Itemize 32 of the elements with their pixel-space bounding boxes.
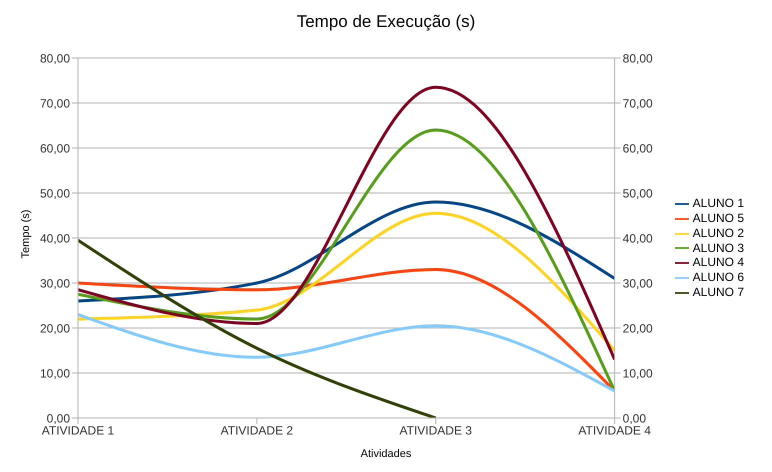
y2-tick-label: 80,00 [622, 51, 653, 66]
x-tick-label: ATIVIDADE 4 [578, 424, 652, 438]
legend-label: ALUNO 4 [692, 255, 744, 270]
y-tick-label: 40,00 [40, 231, 70, 246]
y2-tick-label: 60,00 [622, 141, 653, 156]
legend-label: ALUNO 5 [692, 210, 744, 225]
y-tick-label: 20,00 [40, 321, 70, 336]
y-tick-label: 70,00 [40, 96, 70, 110]
legend-label: ALUNO 2 [692, 226, 744, 240]
y-tick-label: 0,00 [46, 411, 70, 426]
y2-tick-label: 20,00 [622, 321, 653, 336]
legend-label: ALUNO 7 [692, 285, 744, 300]
y-tick-label: 10,00 [40, 366, 70, 380]
chart-title: Tempo de Execução (s) [296, 11, 476, 33]
x-tick-label: ATIVIDADE 1 [42, 424, 115, 438]
y2-tick-label: 10,00 [622, 366, 653, 380]
legend-label: ALUNO 1 [692, 196, 744, 210]
y-tick-label: 30,00 [40, 276, 70, 290]
y-axis-title: Tempo (s) [20, 208, 32, 260]
y-tick-label: 60,00 [40, 141, 70, 156]
legend-label: ALUNO 6 [692, 270, 744, 284]
y2-tick-label: 70,00 [622, 96, 653, 110]
x-tick-label: ATIVIDADE 3 [400, 424, 472, 438]
x-axis-title: Atividades [360, 448, 412, 460]
x-tick-label: ATIVIDADE 2 [220, 424, 294, 438]
y2-tick-label: 50,00 [622, 186, 653, 200]
y2-tick-label: 0,00 [622, 411, 646, 426]
legend-label: ALUNO 3 [692, 240, 744, 255]
y-tick-label: 50,00 [40, 186, 70, 200]
y2-tick-label: 30,00 [622, 276, 653, 290]
y2-tick-label: 40,00 [622, 231, 653, 246]
y-tick-label: 80,00 [40, 51, 70, 66]
